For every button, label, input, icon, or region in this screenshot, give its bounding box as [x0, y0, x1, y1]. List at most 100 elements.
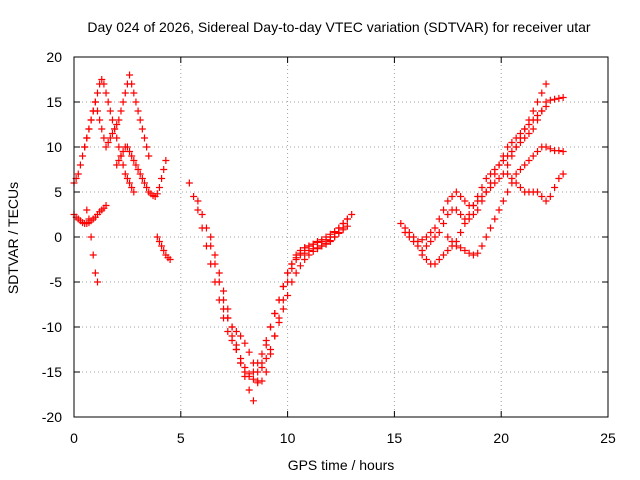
data-point: [410, 238, 418, 245]
data-point: [158, 175, 166, 182]
data-point: [262, 341, 270, 349]
data-point: [284, 292, 292, 299]
data-point: [245, 348, 253, 356]
data-point: [153, 190, 161, 198]
data-point: [516, 130, 524, 137]
data-point: [85, 215, 93, 223]
data-point: [499, 157, 507, 164]
data-point: [314, 245, 322, 253]
data-point: [228, 323, 236, 331]
y-tick-label: 0: [54, 229, 62, 245]
y-tick-label: -20: [42, 409, 62, 425]
data-point: [559, 148, 567, 155]
data-point: [83, 134, 91, 142]
data-point: [512, 143, 520, 151]
data-point: [81, 143, 89, 151]
data-point: [318, 242, 326, 250]
data-point: [482, 175, 490, 182]
data-point: [284, 269, 292, 277]
data-point: [111, 125, 119, 133]
series-track-m: [418, 94, 567, 268]
data-point: [508, 175, 516, 182]
data-point: [440, 251, 448, 259]
y-tick-label: -10: [42, 319, 62, 335]
data-point: [525, 130, 533, 137]
data-point: [469, 251, 477, 259]
data-point: [115, 157, 123, 164]
data-point: [444, 233, 452, 241]
data-point: [296, 262, 304, 270]
data-point: [444, 247, 452, 254]
data-point: [529, 152, 537, 160]
data-point: [126, 179, 134, 187]
data-point: [512, 170, 520, 178]
data-point: [521, 125, 529, 133]
data-point: [435, 229, 443, 236]
data-point: [491, 215, 499, 223]
data-point: [237, 332, 245, 340]
data-point: [478, 184, 486, 191]
data-point: [322, 239, 330, 247]
data-point: [138, 125, 146, 133]
data-point: [309, 247, 317, 255]
data-point: [457, 229, 465, 236]
data-point: [529, 107, 537, 115]
data-point: [326, 237, 334, 245]
data-point: [461, 247, 469, 254]
data-point: [465, 249, 473, 257]
data-point: [401, 229, 409, 236]
data-point: [292, 269, 300, 277]
data-point: [76, 161, 84, 169]
data-point: [405, 233, 413, 241]
data-point: [74, 170, 82, 178]
data-point: [143, 184, 151, 191]
data-point: [102, 143, 110, 151]
data-point: [160, 166, 168, 173]
y-axis-title: SDTVAR / TECUs: [5, 182, 21, 294]
data-point: [262, 368, 270, 376]
data-point: [339, 220, 347, 227]
data-point: [275, 319, 283, 326]
data-point: [115, 143, 123, 151]
data-point: [100, 134, 108, 142]
data-point: [555, 175, 563, 182]
points-layer: [70, 71, 567, 405]
data-point: [326, 230, 334, 238]
data-point: [440, 206, 448, 214]
data-point: [258, 364, 266, 371]
data-point: [106, 107, 114, 115]
data-point: [534, 148, 542, 155]
data-point: [119, 98, 127, 106]
data-point: [211, 260, 219, 268]
data-point: [474, 206, 482, 214]
data-point: [542, 197, 550, 205]
x-tick-label: 0: [70, 430, 78, 446]
data-point: [487, 224, 495, 232]
data-point: [343, 215, 351, 223]
data-point: [104, 139, 112, 146]
data-point: [108, 116, 116, 124]
data-point: [85, 125, 93, 133]
data-point: [119, 148, 127, 155]
data-point: [91, 98, 99, 106]
data-point: [521, 161, 529, 169]
data-point: [279, 305, 287, 313]
data-point: [136, 170, 144, 178]
data-point: [478, 242, 486, 250]
data-point: [215, 269, 223, 277]
data-point: [422, 256, 430, 263]
data-point: [512, 134, 520, 142]
series-track-k: [397, 80, 550, 245]
data-point: [478, 197, 486, 205]
data-point: [457, 244, 465, 252]
data-point: [93, 89, 101, 97]
data-point: [249, 359, 257, 367]
data-point: [559, 170, 567, 178]
data-point: [98, 125, 106, 133]
data-point: [126, 148, 134, 155]
data-point: [495, 161, 503, 169]
series-track-e: [113, 143, 170, 200]
data-point: [422, 233, 430, 241]
data-point: [516, 139, 524, 146]
grid-layer: [74, 57, 608, 417]
